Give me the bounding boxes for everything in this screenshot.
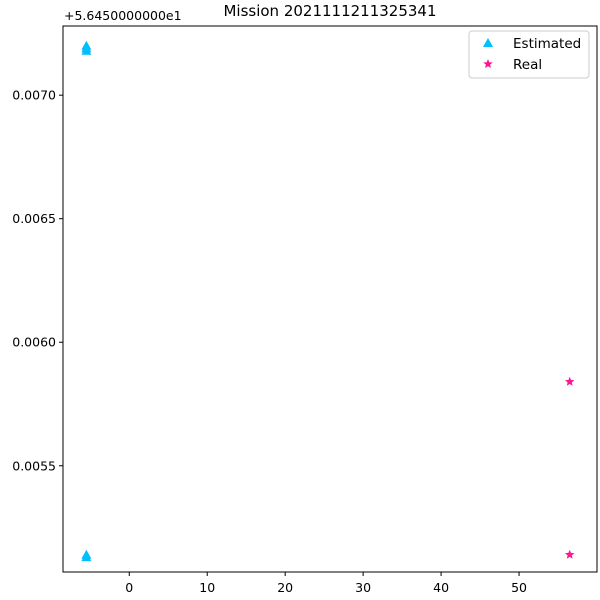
plot-area-frame xyxy=(62,25,598,573)
legend-marker xyxy=(483,59,493,69)
estimated-point xyxy=(81,45,92,55)
x-tick-label: 10 xyxy=(199,580,215,595)
x-tick-label: 0 xyxy=(125,580,133,595)
x-tick-label: 40 xyxy=(433,580,449,595)
estimated-point xyxy=(81,552,92,562)
legend-box xyxy=(468,30,590,79)
y-tick-label: 0.0065 xyxy=(12,211,56,226)
estimated-point xyxy=(81,40,92,50)
legend-label: Real xyxy=(513,57,542,73)
data-points xyxy=(81,40,575,562)
y-tick-label: 0.0055 xyxy=(12,458,56,473)
y-offset-label: +5.6450000000e1 xyxy=(64,8,182,23)
x-tick-label: 30 xyxy=(355,580,371,595)
x-tick-label: 20 xyxy=(277,580,293,595)
y-tick-label: 0.0070 xyxy=(12,88,56,103)
legend: Estimated Real xyxy=(468,30,590,79)
y-tick-label: 0.0060 xyxy=(12,335,56,350)
real-point xyxy=(564,549,575,559)
x-tick-label: 50 xyxy=(511,580,527,595)
y-axis: 0.0055 0.0060 0.0065 0.0070 xyxy=(12,88,63,473)
x-axis: 0 10 20 30 40 50 xyxy=(125,572,527,595)
legend-marker xyxy=(483,38,493,47)
chart-title: Mission 2021111211325341 xyxy=(223,2,436,20)
legend-label: Estimated xyxy=(513,36,581,52)
real-point xyxy=(564,376,575,386)
